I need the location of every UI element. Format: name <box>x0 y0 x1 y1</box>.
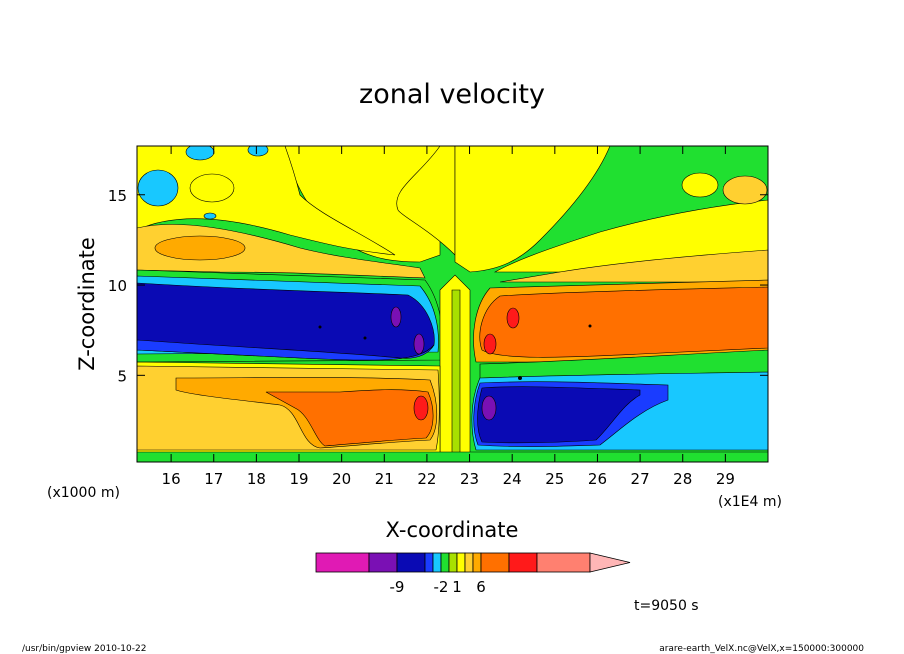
colorbar-swatch <box>480 552 510 573</box>
colorbar-swatch <box>448 552 458 573</box>
contour-region <box>318 325 322 329</box>
x-tick-label: 26 <box>588 470 607 488</box>
x-tick-label: 17 <box>204 470 223 488</box>
contour-region <box>396 146 456 256</box>
x-tick-label: 27 <box>631 470 650 488</box>
x-tick-label: 19 <box>289 470 308 488</box>
x-axis-label: X-coordinate <box>386 518 519 542</box>
footer-right: arare-earth_VelX.nc@VelX,x=150000:300000 <box>659 644 864 654</box>
colorbar-swatch <box>432 552 442 573</box>
x-unit-left: (x1000 m) <box>47 485 120 501</box>
colorbar-swatch <box>396 552 426 573</box>
time-label: t=9050 s <box>634 598 699 614</box>
plot-area <box>137 146 768 462</box>
colorbar-swatch <box>368 552 398 573</box>
contour-region <box>493 199 768 273</box>
x-tick-label: 16 <box>162 470 181 488</box>
contour-region <box>722 175 768 205</box>
x-tick-label: 21 <box>375 470 394 488</box>
x-unit-right: (x1E4 m) <box>718 494 782 510</box>
colorbar-label: 6 <box>476 578 486 596</box>
contour-region <box>390 306 402 328</box>
colorbar-label: -9 <box>390 578 405 596</box>
contour-region <box>518 376 522 380</box>
contour-region <box>137 146 396 256</box>
colorbar-swatch <box>464 552 474 573</box>
colorbar-swatch <box>315 552 370 573</box>
x-tick-label: 25 <box>545 470 564 488</box>
contour-region <box>203 212 217 220</box>
contour-region <box>154 235 246 261</box>
colorbar: -9 -2 1 6 <box>315 552 631 596</box>
footer-left: /usr/bin/gpview 2010-10-22 <box>22 644 146 654</box>
y-tick-label: 10 <box>108 277 127 295</box>
contour-region <box>189 173 235 203</box>
contour-region <box>479 286 768 358</box>
colorbar-swatch <box>508 552 538 573</box>
contour-region <box>413 395 429 421</box>
contour-region <box>363 336 367 340</box>
contour-region <box>506 307 520 329</box>
contour-region <box>137 339 435 361</box>
x-tick-label: 20 <box>332 470 351 488</box>
x-tick-label: 29 <box>716 470 735 488</box>
y-tick-label: 5 <box>117 367 127 385</box>
x-tick-label: 28 <box>673 470 692 488</box>
x-axis: 16 17 18 19 20 21 22 23 24 25 26 27 28 29 <box>162 146 735 488</box>
contour-region <box>681 172 719 198</box>
contour-region <box>247 146 269 157</box>
contour-region <box>137 169 179 207</box>
colorbar-arrow <box>589 552 631 573</box>
y-axis: 5 10 15 <box>108 187 768 385</box>
contour-region <box>265 389 434 447</box>
colorbar-swatch <box>456 552 466 573</box>
x-tick-label: 24 <box>503 470 522 488</box>
colorbar-label: 1 <box>452 578 462 596</box>
plot-frame <box>136 145 769 463</box>
x-tick-label: 18 <box>247 470 266 488</box>
y-tick-label: 15 <box>108 187 127 205</box>
chart-title: zonal velocity <box>359 79 545 110</box>
x-tick-label: 22 <box>417 470 436 488</box>
y-axis-label: Z-coordinate <box>75 237 99 371</box>
contour-region <box>413 333 425 355</box>
x-tick-label: 23 <box>460 470 479 488</box>
contour-region <box>499 249 768 283</box>
contour-region <box>479 349 768 381</box>
contour-region <box>588 324 592 328</box>
contour-region <box>483 333 497 355</box>
contour-region <box>481 395 497 421</box>
colorbar-swatch <box>424 552 434 573</box>
colorbar-swatch <box>472 552 482 573</box>
contour-region <box>451 289 461 462</box>
colorbar-swatch <box>536 552 591 573</box>
colorbar-swatch <box>440 552 450 573</box>
contour-region <box>454 146 611 273</box>
contour-region <box>477 386 641 444</box>
contour-region <box>137 451 768 462</box>
colorbar-label: -2 <box>434 578 449 596</box>
